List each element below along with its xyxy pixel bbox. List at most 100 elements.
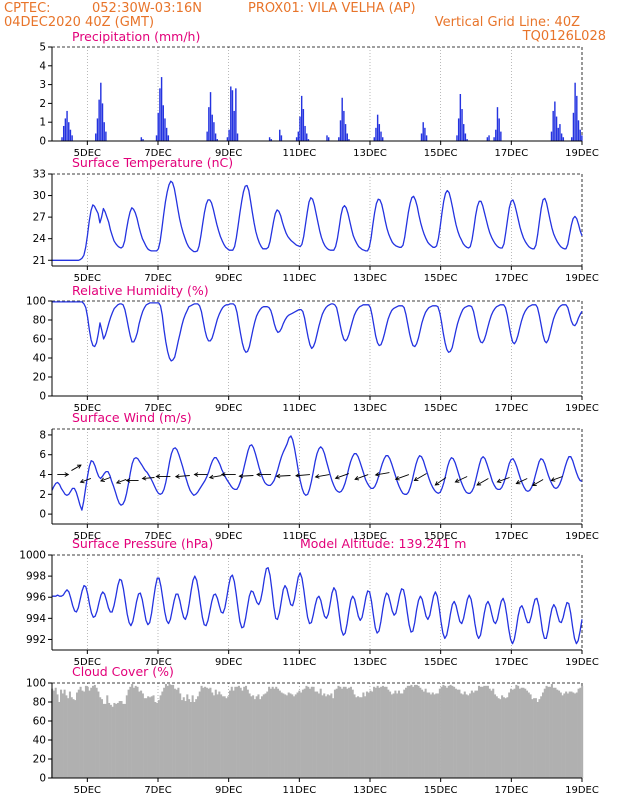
cloud-bar [88, 690, 91, 778]
cloud-bar [159, 695, 162, 778]
cloud-bar [550, 683, 553, 778]
cloud-bar [575, 692, 578, 778]
cloud-bar [383, 686, 386, 778]
panel-rh: 0 20 40 60 80 100 5DEC 7DEC 9DEC 11DEC 13DEC 15DEC 1… [26, 283, 599, 414]
x-tick-label: 19DEC [565, 403, 599, 414]
cloud-bar [357, 696, 360, 778]
cloud-bar [285, 695, 288, 778]
cloud-bar [220, 694, 223, 778]
x-tick-label: 7DEC [144, 531, 171, 542]
precip-bar [226, 137, 229, 141]
cloud-bar [68, 691, 71, 778]
cloud-bar [170, 684, 173, 778]
cloud-bar [566, 693, 569, 778]
cloud-bar [568, 691, 571, 778]
cloud-bar [173, 688, 176, 778]
wind-arrow-head [374, 472, 380, 477]
cloud-bar [186, 694, 189, 778]
y-tick-label: 992 [26, 634, 46, 646]
cloud-bar [492, 688, 495, 778]
cloud-bar [236, 686, 239, 778]
cloud-bar [421, 689, 424, 778]
cloud-bar [156, 702, 159, 778]
x-tick-label: 13DEC [353, 403, 387, 414]
cloud-bar [365, 691, 368, 778]
precip-bar [231, 90, 234, 141]
wind-arrow-head [125, 478, 131, 483]
cloud-bar [355, 697, 358, 778]
cloud-bar [74, 700, 77, 778]
precip-bar [381, 137, 384, 141]
series-line-rh [52, 301, 583, 362]
cloud-bar [291, 694, 294, 778]
cloud-bar [166, 685, 169, 778]
cloud-bar [100, 699, 103, 778]
precip-bar [216, 139, 219, 141]
precip-bar [214, 133, 217, 141]
precip-bar [326, 135, 328, 141]
wind-arrow-shaft [175, 475, 190, 478]
cloud-bar [232, 690, 235, 778]
y-tick-label: 6 [39, 449, 46, 461]
cloud-bar [563, 693, 566, 778]
cloud-bar [554, 687, 557, 778]
precip-bar [101, 103, 104, 141]
cloud-bar [172, 684, 175, 778]
cloud-bar [218, 691, 221, 778]
wind-arrow-shaft [209, 475, 222, 479]
x-tick-label: 7DEC [144, 273, 171, 284]
y-tick-label: 5 [39, 42, 46, 54]
cloud-bar [424, 688, 427, 778]
cloud-bar [52, 690, 55, 778]
cloud-bar [131, 683, 134, 778]
cloud-bar [453, 686, 456, 778]
precip-bar [213, 122, 215, 141]
wind-arrow-head [76, 464, 82, 469]
y-tick-label: 60 [33, 334, 46, 346]
wind-arrow-head [354, 476, 360, 481]
cloud-bar [520, 687, 523, 778]
cloud-bar [102, 703, 105, 778]
wind-arrow-head [531, 481, 537, 486]
cloud-bar [310, 686, 313, 778]
wind-arrow-head [515, 480, 521, 485]
cloud-bar [490, 690, 493, 778]
wind-arrow-head [295, 473, 300, 478]
precip-bar [280, 135, 283, 141]
cloud-bar [300, 692, 303, 778]
cloud-bar [113, 702, 116, 778]
header-grid-note: Vertical Grid Line: 40Z [435, 15, 580, 30]
cloud-bar [168, 683, 171, 778]
cloud-bar [529, 694, 532, 778]
precip-bar [466, 139, 468, 141]
wind-arrow [220, 472, 236, 477]
cloud-bar [118, 701, 121, 778]
cloud-bar [124, 703, 127, 778]
precip-bar [233, 110, 235, 141]
cloud-bar [552, 687, 555, 778]
precip-bar [380, 131, 382, 141]
cloud-bar [525, 690, 529, 778]
cloud-bar [440, 686, 443, 778]
cloud-bar [364, 696, 367, 778]
precip-bar [488, 135, 490, 141]
cloud-bar [390, 694, 393, 778]
cloud-bar [378, 687, 381, 778]
cloud-bar [371, 691, 374, 778]
x-tick-label: 13DEC [353, 531, 387, 542]
cloud-bar [431, 692, 434, 778]
cloud-bar [449, 684, 452, 778]
y-tick-label: 996 [26, 592, 46, 604]
cloud-bar [326, 694, 329, 778]
y-tick-label: 2 [39, 489, 46, 501]
cloud-bar [269, 688, 272, 778]
x-tick-label: 5DEC [74, 403, 101, 414]
y-tick-label: 1000 [19, 550, 46, 562]
wind-arrow [125, 478, 139, 483]
cloud-bar [422, 691, 425, 778]
cloud-bar [381, 685, 384, 778]
cloud-bar [488, 688, 491, 778]
precip-bar [209, 92, 212, 141]
precip-bar [69, 129, 72, 141]
wind-arrow [476, 478, 489, 486]
